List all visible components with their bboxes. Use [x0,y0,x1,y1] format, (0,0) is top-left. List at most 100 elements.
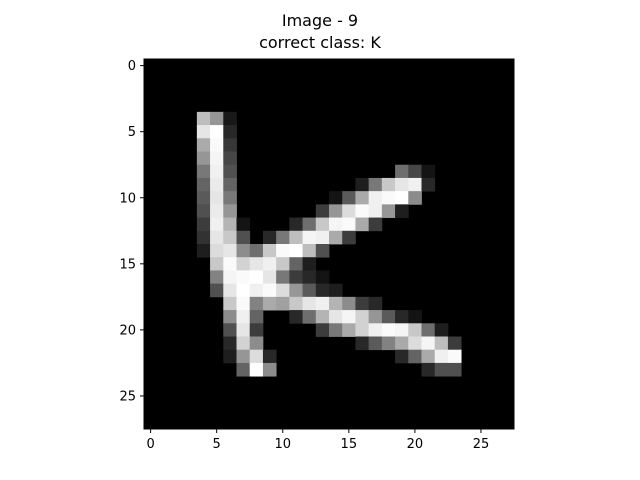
image-pixel [249,296,264,311]
image-pixel [262,244,277,258]
image-pixel [355,310,370,324]
image-pixel [210,230,224,245]
image-pixel [289,257,303,271]
image-pixel [329,191,343,205]
image-pixel [447,336,462,351]
image-pixel [223,349,237,364]
image-pixel [236,362,251,377]
image-pixel [249,323,264,337]
image-pixel [447,349,462,364]
image-pixel [434,323,449,337]
image-pixel [223,138,237,152]
image-pixel [434,349,449,364]
image-pixel [262,283,277,298]
image-pixel [223,125,237,139]
image-pixel [421,164,436,179]
image-pixel [249,310,264,324]
image-pixel [408,310,422,324]
image-pixel [249,270,264,285]
image-pixel [408,336,422,351]
image-pixel [236,230,251,245]
image-pixel [395,349,409,364]
image-pixel [355,217,370,232]
image-pixel [289,217,303,232]
image-pixel [210,244,224,258]
image-pixel [355,177,370,192]
image-pixel [368,296,383,311]
image-pixel [342,310,356,324]
image-pixel [196,230,211,245]
image-pixel [249,283,264,298]
image-pixel [302,257,317,271]
image-pixel [196,217,211,232]
image-pixel [329,230,343,245]
image-pixel [289,270,303,285]
image-pixel [276,230,290,245]
image-pixel [368,323,383,337]
image-pixel [289,244,303,258]
image-pixel [421,177,436,192]
image-pixel [342,204,356,218]
image-pixel [210,151,224,166]
image-pixel [315,230,330,245]
image-pixel [368,177,383,192]
image-pixel [342,323,356,337]
x-tick-label: 0 [146,437,154,452]
image-pixel [315,323,330,337]
image-pixel [408,177,422,192]
image-pixel [315,204,330,218]
x-tick-label: 15 [341,437,358,452]
image-pixel [236,244,251,258]
image-pixel [236,283,251,298]
image-pixel [196,125,211,139]
image-pixel [421,323,436,337]
image-pixel [302,283,317,298]
image-pixel [236,336,251,351]
x-tick-label: 10 [274,437,291,452]
image-pixel [395,204,409,218]
image-pixel [223,257,237,271]
image-pixel [210,257,224,271]
image-pixel [395,310,409,324]
image-pixel [223,283,237,298]
image-pixel [302,217,317,232]
image-pixel [315,296,330,311]
image-pixel [381,204,396,218]
image-pixel [249,336,264,351]
image-pixel [196,204,211,218]
image-pixel [210,191,224,205]
image-pixel [342,191,356,205]
image-pixel [342,230,356,245]
image-pixel [395,177,409,192]
image-pixel [236,349,251,364]
image-pixel [223,191,237,205]
y-tick-label: 10 [119,191,136,206]
image-pixel [276,257,290,271]
image-pixel [355,191,370,205]
axes-frame [143,58,515,430]
image-pixel [381,310,396,324]
image-pixel [302,296,317,311]
image-pixel [210,138,224,152]
image-pixel [289,296,303,311]
image-pixel [249,349,264,364]
image-pixels [144,59,514,429]
image-pixel [196,138,211,152]
figure-subtitle: correct class: K [259,33,381,52]
x-tick-label: 25 [473,437,490,452]
image-pixel [210,125,224,139]
image-pixel [210,164,224,179]
image-pixel [342,217,356,232]
image-pixel [408,191,422,205]
image-pixel [302,270,317,285]
y-tick-label: 20 [119,323,136,338]
image-pixel [408,323,422,337]
image-pixel [302,310,317,324]
image-pixel [368,217,383,232]
image-pixel [223,336,237,351]
image-pixel [196,151,211,166]
figure-title: Image - 9 [281,11,359,30]
image-pixel [368,191,383,205]
